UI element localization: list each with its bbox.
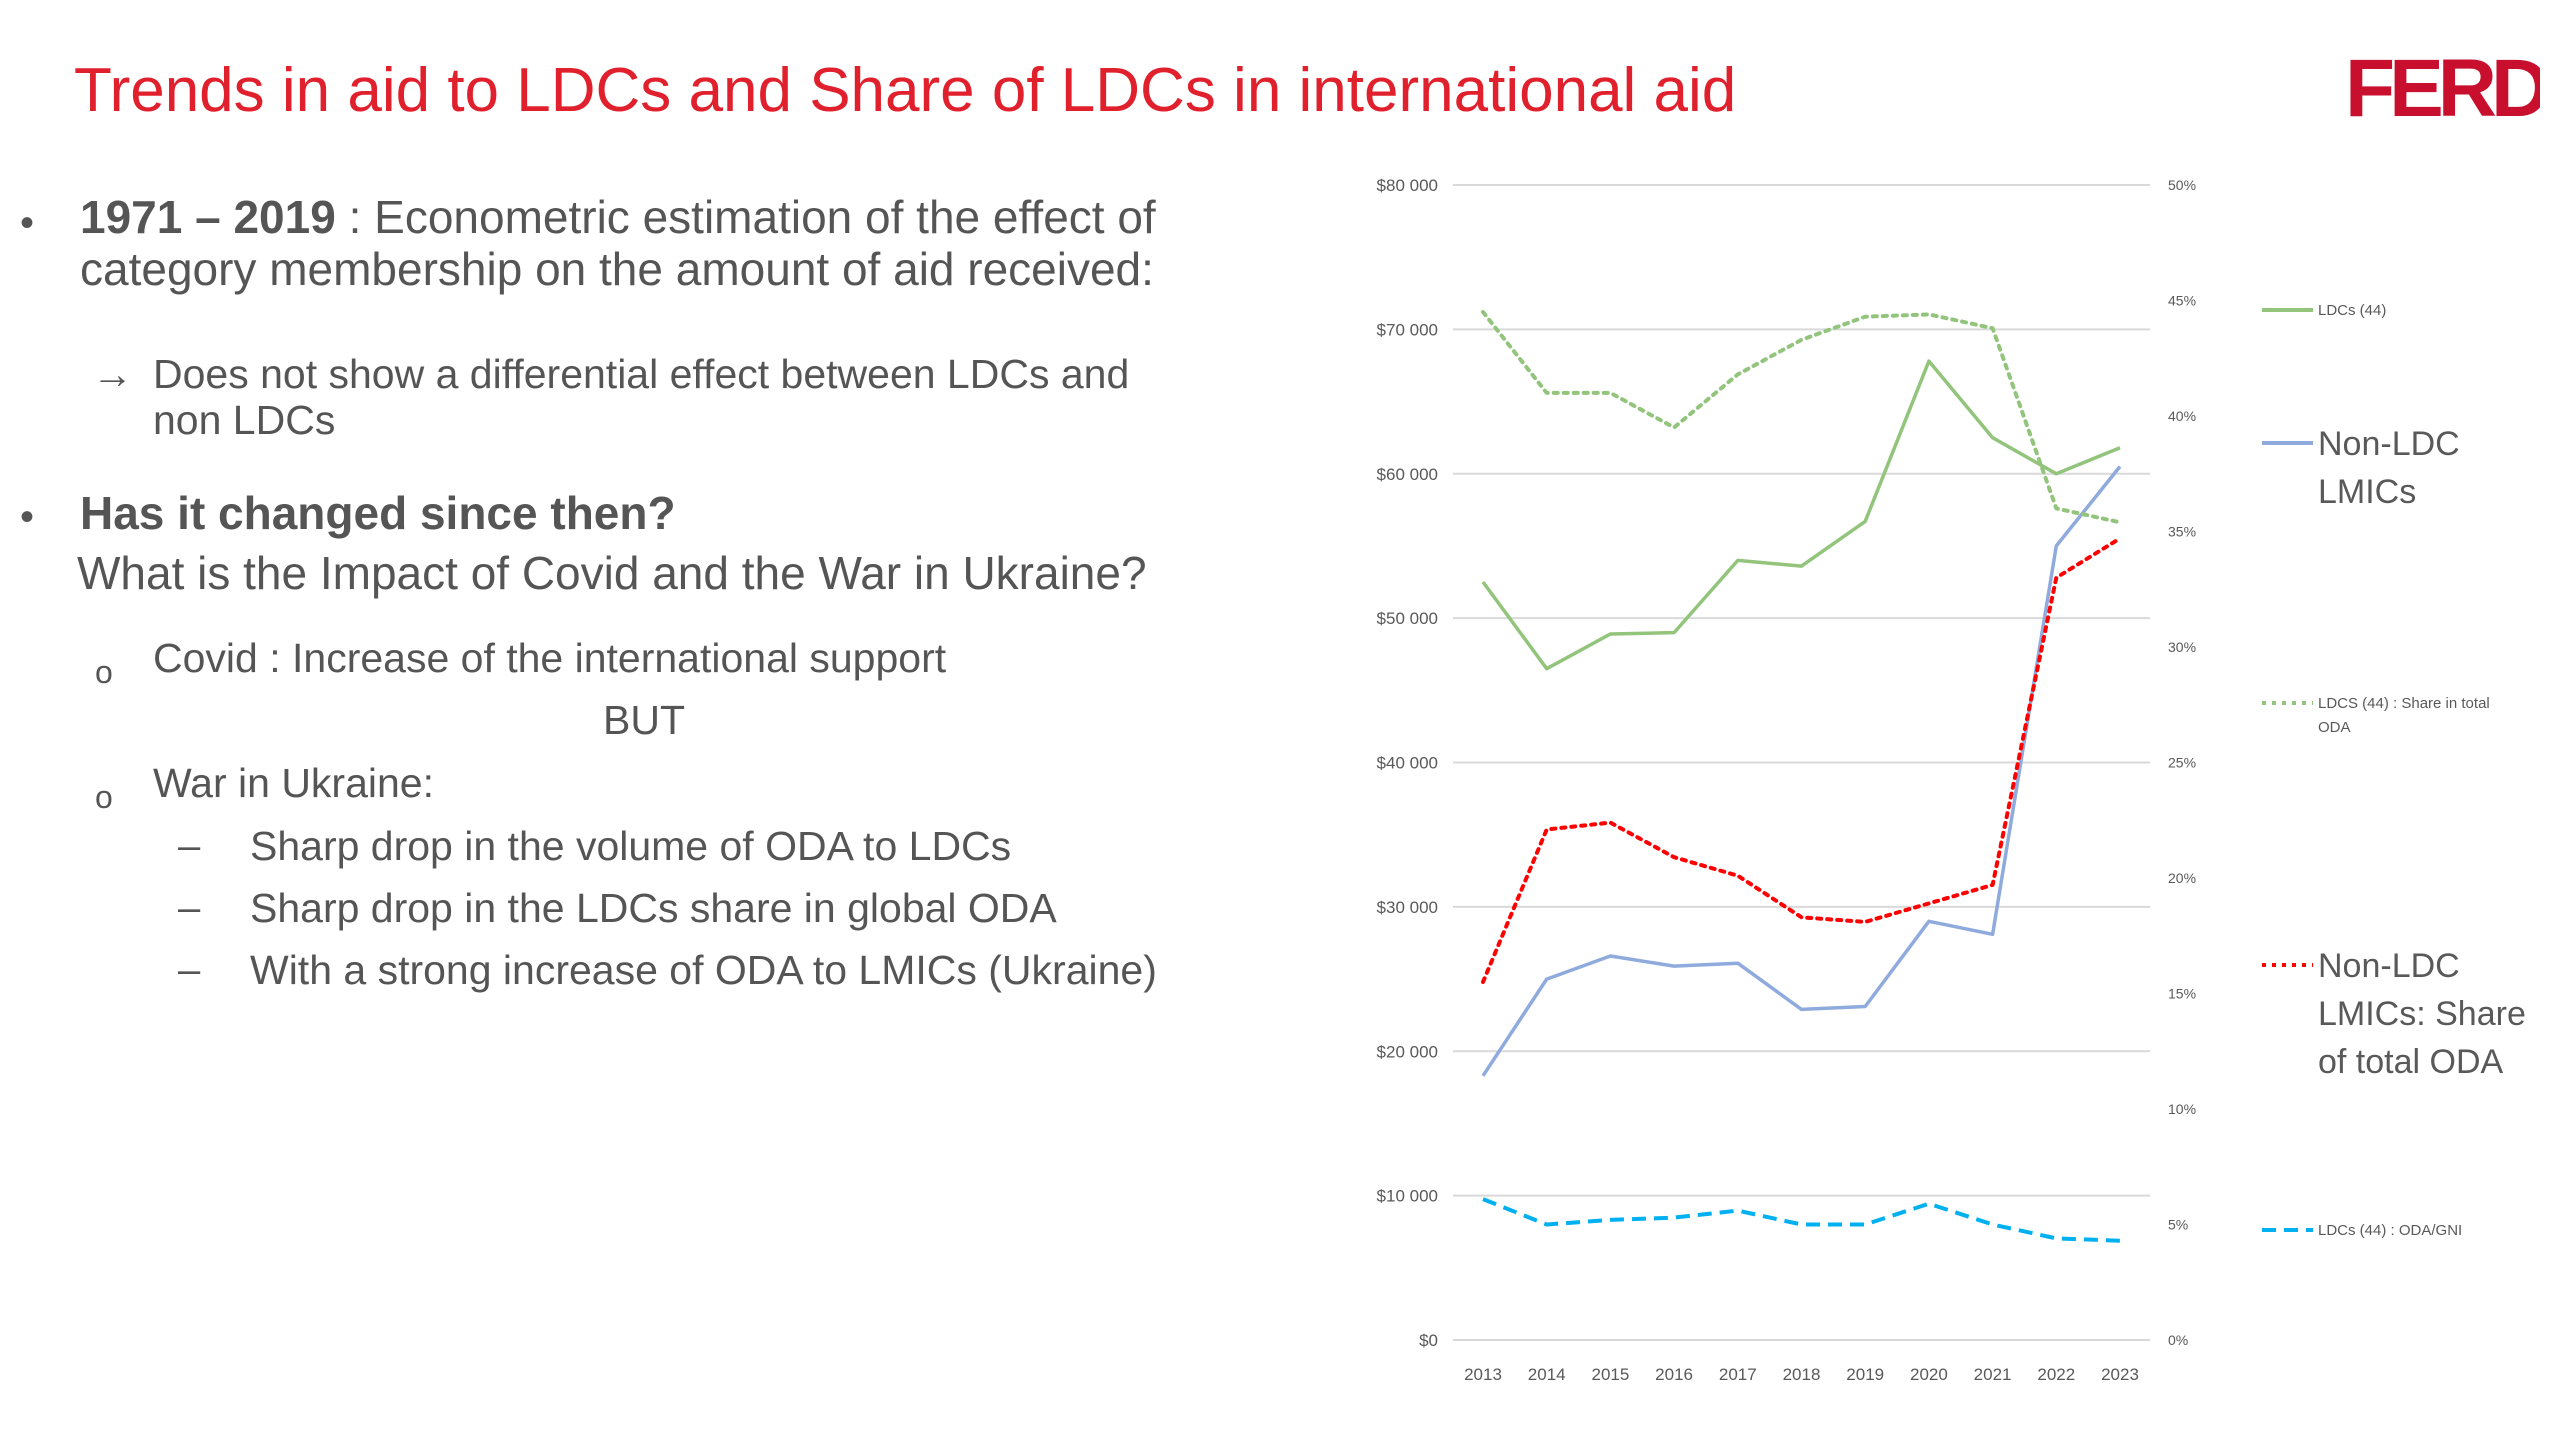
bullet-dot: • (20, 201, 35, 245)
y-left-tick-label: $40 000 (1377, 754, 1438, 773)
y-right-tick-label: 50% (2168, 177, 2196, 193)
legend-label: LMICs: Share (2318, 995, 2526, 1033)
x-tick-label: 2022 (2037, 1365, 2075, 1384)
y-left-tick-label: $60 000 (1377, 465, 1438, 484)
circle-bullet: o (95, 654, 113, 690)
x-tick-label: 2016 (1655, 1365, 1693, 1384)
legend-label: Non-LDC (2318, 425, 2460, 463)
y-left-tick-label: $20 000 (1377, 1042, 1438, 1061)
y-left-tick-label: $10 000 (1377, 1187, 1438, 1206)
slide-title: Trends in aid to LDCs and Share of LDCs … (74, 56, 1737, 125)
x-tick-label: 2020 (1910, 1365, 1948, 1384)
y-left-tick-label: $0 (1419, 1331, 1438, 1350)
dash-bullet: – (178, 948, 201, 992)
legend-label: LDCs (44) (2318, 302, 2386, 319)
covid-text: Covid : Increase of the international su… (153, 635, 947, 681)
bullet1-sub-line1: Does not show a differential effect betw… (153, 351, 1130, 397)
y-right-tick-label: 30% (2168, 639, 2196, 655)
legend-label: LMICs (2318, 473, 2416, 511)
ferdi-logo: FERDi (2345, 43, 2540, 134)
bullet1-line2: category membership on the amount of aid… (80, 243, 1154, 295)
y-right-tick-label: 5% (2168, 1217, 2188, 1233)
y-left-tick-label: $80 000 (1377, 176, 1438, 195)
y-right-tick-label: 35% (2168, 524, 2196, 540)
y-right-tick-label: 0% (2168, 1332, 2188, 1348)
dash-bullet: – (178, 886, 201, 930)
arrow-icon: → (92, 351, 133, 397)
bullet-dot: • (20, 495, 35, 539)
y-right-tick-label: 25% (2168, 755, 2196, 771)
bullet2-question: What is the Impact of Covid and the War … (77, 547, 1147, 599)
bullet1-text1: : Econometric estimation of the effect o… (335, 191, 1156, 243)
series-line-0 (1481, 359, 2121, 671)
drop-item: Sharp drop in the LDCs share in global O… (250, 885, 1057, 931)
bullet1-line1: 1971 – 2019 : Econometric estimation of … (80, 190, 1156, 244)
legend-label: Non-LDC (2318, 947, 2460, 985)
series-line-3 (1481, 536, 2122, 984)
bullet1-years: 1971 – 2019 (80, 191, 336, 243)
legend-label: LDCs (44) : ODA/GNI (2318, 1222, 2462, 1239)
drop-item: Sharp drop in the volume of ODA to LDCs (250, 823, 1012, 869)
x-tick-label: 2023 (2101, 1365, 2139, 1384)
x-tick-label: 2017 (1719, 1365, 1757, 1384)
series-line-4 (1482, 1197, 2121, 1243)
y-left-tick-label: $70 000 (1377, 320, 1438, 339)
y-right-tick-label: 15% (2168, 986, 2196, 1002)
x-tick-label: 2018 (1783, 1365, 1821, 1384)
y-right-tick-label: 40% (2168, 408, 2196, 424)
bullet1-sub-line2: non LDCs (153, 397, 336, 443)
y-right-tick-label: 10% (2168, 1101, 2196, 1117)
y-right-tick-label: 20% (2168, 870, 2196, 886)
legend-label: ODA (2318, 719, 2351, 736)
bullet2-heading: Has it changed since then? (80, 487, 676, 539)
legend-label: of total ODA (2318, 1043, 2504, 1081)
legend-label: LDCS (44) : Share in total (2318, 695, 2490, 712)
but-text: BUT (603, 697, 685, 743)
series-line-1 (1481, 465, 2122, 1077)
ferdi-logo-text: FERDi (2345, 43, 2540, 134)
y-left-tick-label: $50 000 (1377, 609, 1438, 628)
war-text: War in Ukraine: (153, 760, 434, 806)
y-right-tick-label: 45% (2168, 293, 2196, 309)
x-tick-label: 2015 (1591, 1365, 1629, 1384)
circle-bullet: o (95, 779, 113, 815)
drop-item: With a strong increase of ODA to LMICs (… (250, 947, 1157, 993)
series-line-2 (1481, 310, 2122, 525)
y-left-tick-label: $30 000 (1377, 898, 1438, 917)
x-tick-label: 2014 (1528, 1365, 1566, 1384)
x-tick-label: 2021 (1974, 1365, 2012, 1384)
x-tick-label: 2013 (1464, 1365, 1502, 1384)
dash-bullet: – (178, 824, 201, 868)
x-tick-label: 2019 (1846, 1365, 1884, 1384)
